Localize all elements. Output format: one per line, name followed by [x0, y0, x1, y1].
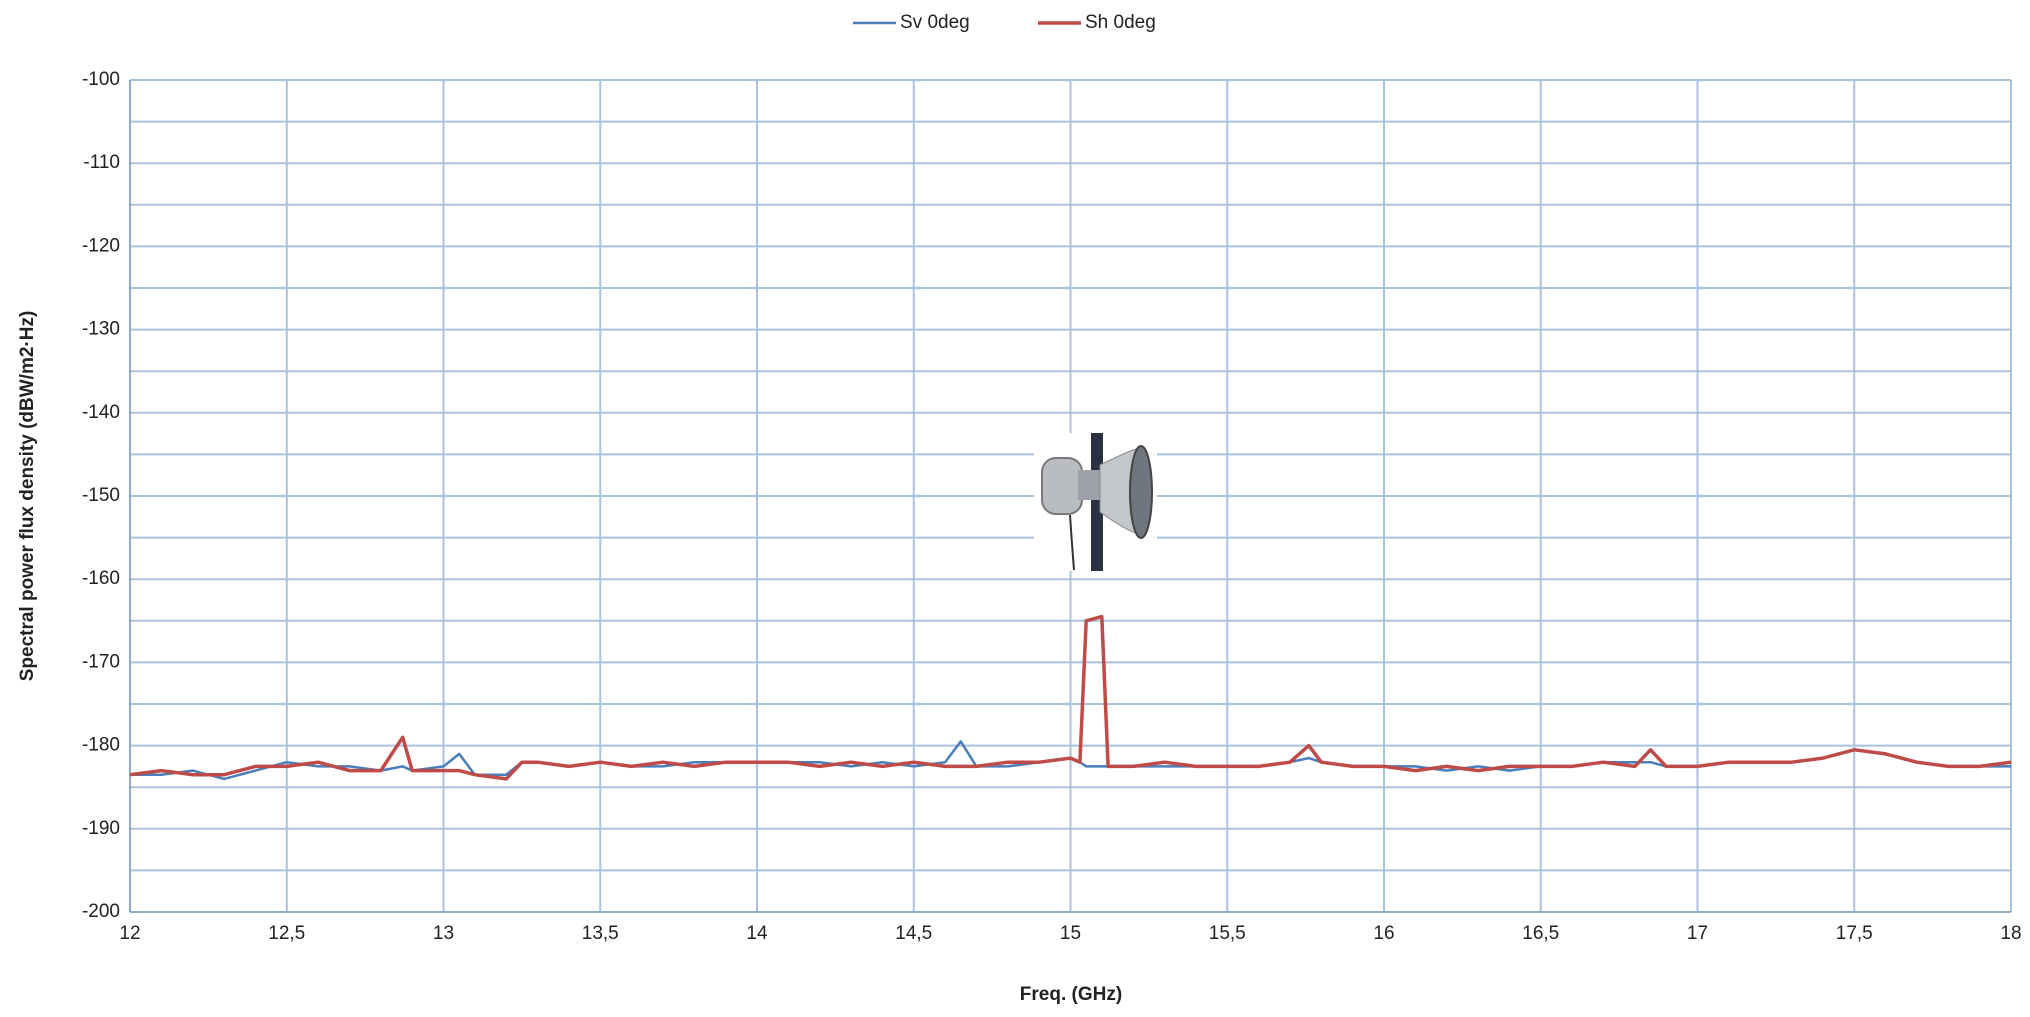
x-tick-label: 17,5	[1836, 923, 1873, 944]
plot-area	[129, 614, 2012, 781]
y-tick-label: -170	[82, 651, 120, 672]
legend-label: Sv 0deg	[900, 12, 970, 33]
y-tick-label: -100	[82, 69, 120, 90]
x-tick-label: 16	[1373, 923, 1394, 944]
x-tick-label: 13,5	[582, 923, 619, 944]
x-tick-label: 18	[2000, 923, 2021, 944]
radio-unit	[1041, 457, 1083, 515]
x-tick-label: 17	[1687, 923, 1708, 944]
y-tick-label: -140	[82, 402, 120, 423]
x-axis-title: Freq. (GHz)	[1020, 984, 1122, 1005]
x-tick-label: 14	[746, 923, 768, 944]
x-tick-label: 12	[119, 923, 140, 944]
x-tick-label: 14,5	[895, 923, 932, 944]
y-tick-label: -160	[82, 568, 120, 589]
y-tick-label: -150	[82, 485, 120, 506]
x-tick-label: 16,5	[1522, 923, 1559, 944]
x-tick-label: 15,5	[1209, 923, 1246, 944]
mount	[1078, 470, 1100, 500]
legend: Sv 0deg Sh 0deg	[853, 12, 1156, 33]
y-axis-title: Spectral power flux density (dBW/m2·Hz)	[17, 311, 38, 682]
x-tick-label: 13	[433, 923, 454, 944]
x-tick-label: 15	[1060, 923, 1081, 944]
cable	[1069, 514, 1075, 571]
y-tick-label: -200	[82, 901, 120, 922]
y-tick-label: -190	[82, 818, 120, 839]
dish-rim	[1129, 445, 1153, 539]
grid	[129, 79, 2012, 913]
y-tick-label: -130	[82, 319, 120, 340]
legend-label: Sh 0deg	[1085, 12, 1156, 33]
x-tick-label: 12,5	[268, 923, 305, 944]
y-tick-label: -120	[82, 235, 120, 256]
antenna-picture	[1034, 433, 1157, 571]
data-line	[129, 614, 2012, 781]
y-tick-label: -180	[82, 735, 120, 756]
y-tick-label: -110	[83, 152, 120, 173]
